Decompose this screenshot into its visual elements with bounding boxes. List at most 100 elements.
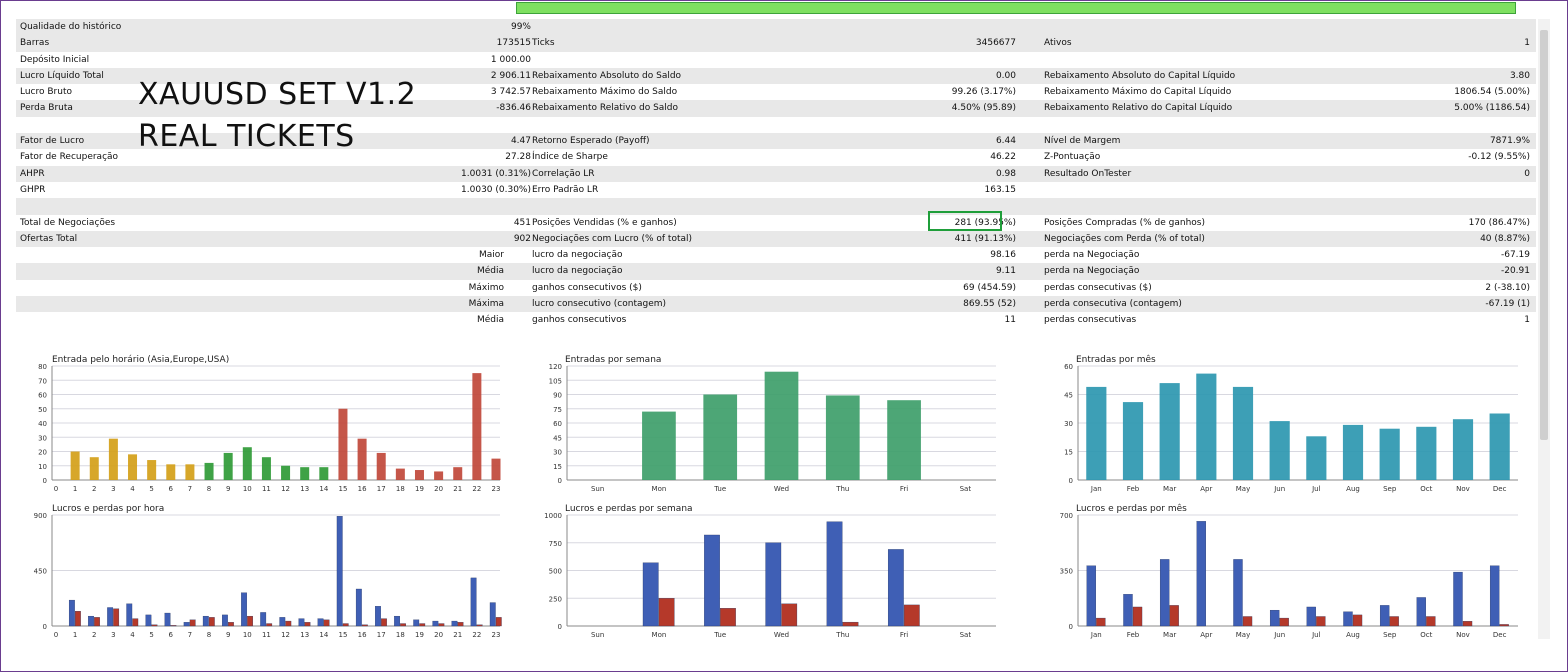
metric-value: 0.98 xyxy=(995,168,1016,179)
report-row: Máxima lucro consecutivo (contagem) 869.55… xyxy=(16,296,1536,313)
metric-value: 5.00% (1186.54) xyxy=(1454,103,1530,114)
metric-value: 163.15 xyxy=(984,184,1017,195)
metric-label: perda na Negociação xyxy=(1044,266,1140,277)
report-row: Lucro Líquido Total 2 906.11 Rebaixamento … xyxy=(16,67,1536,85)
row-sublabel: Maior xyxy=(479,250,504,261)
metric-label: perdas consecutivas ($) xyxy=(1044,282,1152,293)
metric-value: -67.19 (1) xyxy=(1485,299,1530,310)
overlay-title-line-2: REAL TICKETS xyxy=(138,119,355,154)
metric-label: Rebaixamento Máximo do Saldo xyxy=(532,87,678,98)
metric-value: 411 (91.13%) xyxy=(954,233,1016,244)
metric-value: 69 (454.59) xyxy=(963,282,1016,293)
metric-label: Ativos xyxy=(1044,38,1072,49)
metric-label: Total de Negociações xyxy=(20,217,116,228)
metric-value: -0.12 (9.55%) xyxy=(1468,152,1530,163)
metric-value: 2 (-38.10) xyxy=(1485,282,1530,293)
metric-value: 6.44 xyxy=(995,136,1016,147)
metric-label: Correlação LR xyxy=(532,168,595,179)
metric-value: 9.11 xyxy=(995,266,1016,277)
metric-label: perda consecutiva (contagem) xyxy=(1044,299,1182,310)
metric-label: Perda Bruta xyxy=(20,103,73,114)
metric-label: lucro consecutivo (contagem) xyxy=(532,299,667,310)
metric-label: Resultado OnTester xyxy=(1044,168,1132,179)
metric-label: Qualidade do histórico xyxy=(20,22,122,32)
metric-value: 170 (86.47%) xyxy=(1468,217,1530,228)
metric-value: 1 xyxy=(1524,38,1530,49)
metric-value: 451 xyxy=(513,217,531,228)
metric-label: Rebaixamento Absoluto do Saldo xyxy=(532,70,682,81)
backtest-report-table: Qualidade do histórico 99% Barras 173515 Tic… xyxy=(16,19,1536,329)
metric-value: 3 742.57 xyxy=(490,87,531,98)
metric-label: AHPR xyxy=(20,168,45,179)
metric-value: 1.0031 (0.31%) xyxy=(461,168,531,179)
metric-label: Posições Compradas (% de ganhos) xyxy=(1044,217,1205,228)
report-row: Barras 173515 Ticks 3456677 Ativos 1 xyxy=(16,35,1536,52)
metric-label: ganhos consecutivos xyxy=(532,315,627,326)
row-sublabel: Máximo xyxy=(468,282,504,293)
report-row: Perda Bruta -836.46 Rebaixamento Relativo … xyxy=(16,100,1536,117)
metric-label: Fator de Lucro xyxy=(20,136,85,147)
row-sublabel: Média xyxy=(476,266,504,277)
report-row: Média lucro da negociação 9.11 perda na Neg… xyxy=(16,263,1536,280)
metric-label: Negociações com Lucro (% of total) xyxy=(532,233,693,244)
metric-label: GHPR xyxy=(20,184,46,195)
metric-label: Rebaixamento Absoluto do Capital Líquido xyxy=(1044,70,1236,81)
scrollbar-thumb[interactable] xyxy=(1540,30,1548,440)
metric-label: Lucro Líquido Total xyxy=(20,70,104,81)
metric-label: Erro Padrão LR xyxy=(532,184,599,195)
overlay-title: XAUUSD SET V1.2 REAL TICKETS xyxy=(138,74,416,158)
metric-value: 173515 xyxy=(496,38,531,49)
metric-value: 902 xyxy=(513,233,531,244)
metric-value: 27.28 xyxy=(505,152,531,163)
metric-label: perda na Negociação xyxy=(1044,250,1140,261)
metric-value: 0.00 xyxy=(995,70,1016,81)
row-sublabel: Média xyxy=(476,315,504,326)
metric-label: Índice de Sharpe xyxy=(532,152,608,163)
metric-label: Z-Pontuação xyxy=(1044,152,1101,163)
metric-value: -20.91 xyxy=(1500,266,1530,277)
metric-label: Depósito Inicial xyxy=(20,54,90,65)
metric-label: Rebaixamento Relativo do Saldo xyxy=(532,103,679,114)
metric-label: lucro da negociação xyxy=(532,250,623,261)
metric-value: 3456677 xyxy=(975,38,1016,49)
report-row: Qualidade do histórico 99% xyxy=(16,19,1536,36)
metric-value: 4.47 xyxy=(510,136,531,147)
metric-label: Retorno Esperado (Payoff) xyxy=(532,136,650,147)
metric-label: Posições Vendidas (% e ganhos) xyxy=(532,217,677,228)
metric-value: -836.46 xyxy=(496,103,531,114)
metric-value: 3.80 xyxy=(1509,70,1530,81)
report-row: Máximo ganhos consecutivos ($) 69 (454.59)… xyxy=(16,280,1536,296)
metric-value: 1806.54 (5.00%) xyxy=(1454,87,1530,98)
metric-label: Barras xyxy=(20,38,50,49)
metric-label: Fator de Recuperação xyxy=(20,152,119,163)
metric-label: Lucro Bruto xyxy=(20,87,72,98)
metric-value: 281 (93.95%) xyxy=(954,217,1016,228)
history-quality-bar xyxy=(516,2,1516,14)
metric-label: lucro da negociação xyxy=(532,266,623,277)
metric-label: Rebaixamento Relativo do Capital Líquido xyxy=(1044,103,1233,114)
metric-label: Ticks xyxy=(532,38,555,49)
metric-value: 2 906.11 xyxy=(490,70,531,81)
report-row: Lucro Bruto 3 742.57 Rebaixamento Máximo d… xyxy=(16,84,1536,100)
report-row: Fator de Lucro 4.47 Retorno Esperado (Payo… xyxy=(16,133,1536,150)
metric-value: -67.19 xyxy=(1500,250,1530,261)
metric-value: 46.22 xyxy=(990,152,1016,163)
report-row: Fator de Recuperação 27.28 Índice de Sharp… xyxy=(16,149,1536,165)
highlight-box xyxy=(928,211,1002,231)
report-row: Média ganhos consecutivos 11 perdas consecu… xyxy=(16,312,1536,328)
metric-value: 99.26 (3.17%) xyxy=(951,87,1016,98)
report-row xyxy=(16,198,1536,215)
report-row: Ofertas Total 902 Negociações com Lucro (%… xyxy=(16,230,1536,248)
row-sublabel: Máxima xyxy=(468,299,504,310)
metric-value: 11 xyxy=(1004,315,1016,326)
metric-value: 4.50% (95.89) xyxy=(951,103,1016,114)
metric-label: Ofertas Total xyxy=(20,233,78,244)
metric-value: 40 (8.87%) xyxy=(1480,233,1530,244)
report-row: Depósito Inicial 1 000.00 xyxy=(16,52,1536,68)
metric-value: 99% xyxy=(510,22,531,32)
metric-value: 1 000.00 xyxy=(490,54,531,65)
metric-label: perdas consecutivas xyxy=(1044,315,1137,326)
metric-label: Rebaixamento Máximo do Capital Líquido xyxy=(1044,87,1232,98)
metric-value: 1 xyxy=(1524,315,1530,326)
metric-value: 869.55 (52) xyxy=(963,299,1016,310)
